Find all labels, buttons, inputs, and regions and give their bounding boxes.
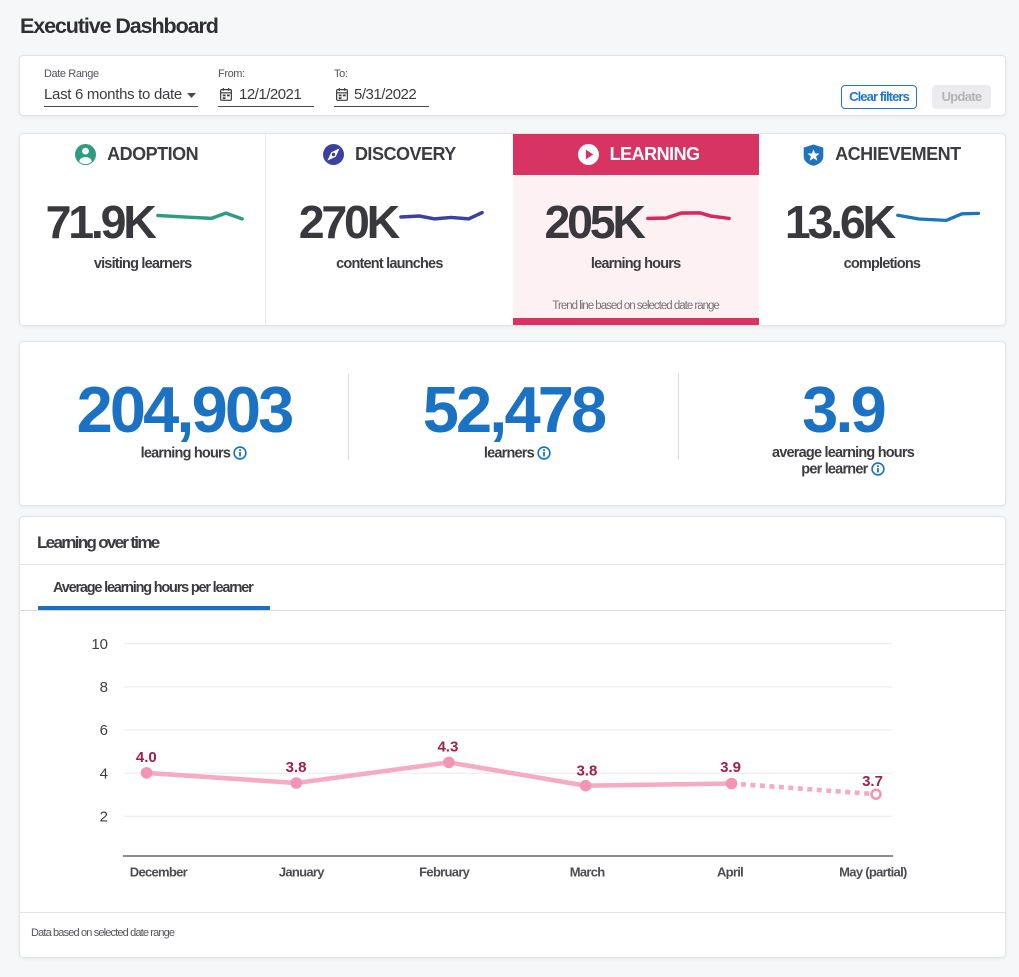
svg-text:10: 10 bbox=[91, 636, 108, 653]
svg-text:4.0: 4.0 bbox=[136, 749, 157, 766]
svg-text:April: April bbox=[717, 865, 743, 880]
svg-text:2: 2 bbox=[100, 808, 108, 825]
svg-text:May (partial): May (partial) bbox=[839, 865, 907, 880]
svg-text:3.7: 3.7 bbox=[862, 773, 883, 790]
svg-text:4: 4 bbox=[100, 765, 108, 782]
svg-text:3.8: 3.8 bbox=[286, 759, 307, 776]
svg-text:4.3: 4.3 bbox=[437, 738, 458, 755]
svg-text:December: December bbox=[130, 865, 188, 880]
svg-text:3.8: 3.8 bbox=[576, 763, 597, 780]
svg-text:January: January bbox=[279, 865, 325, 880]
svg-text:8: 8 bbox=[100, 679, 108, 696]
svg-text:6: 6 bbox=[100, 722, 108, 739]
svg-text:March: March bbox=[570, 865, 606, 880]
svg-text:3.9: 3.9 bbox=[720, 759, 741, 776]
svg-text:February: February bbox=[419, 865, 471, 880]
